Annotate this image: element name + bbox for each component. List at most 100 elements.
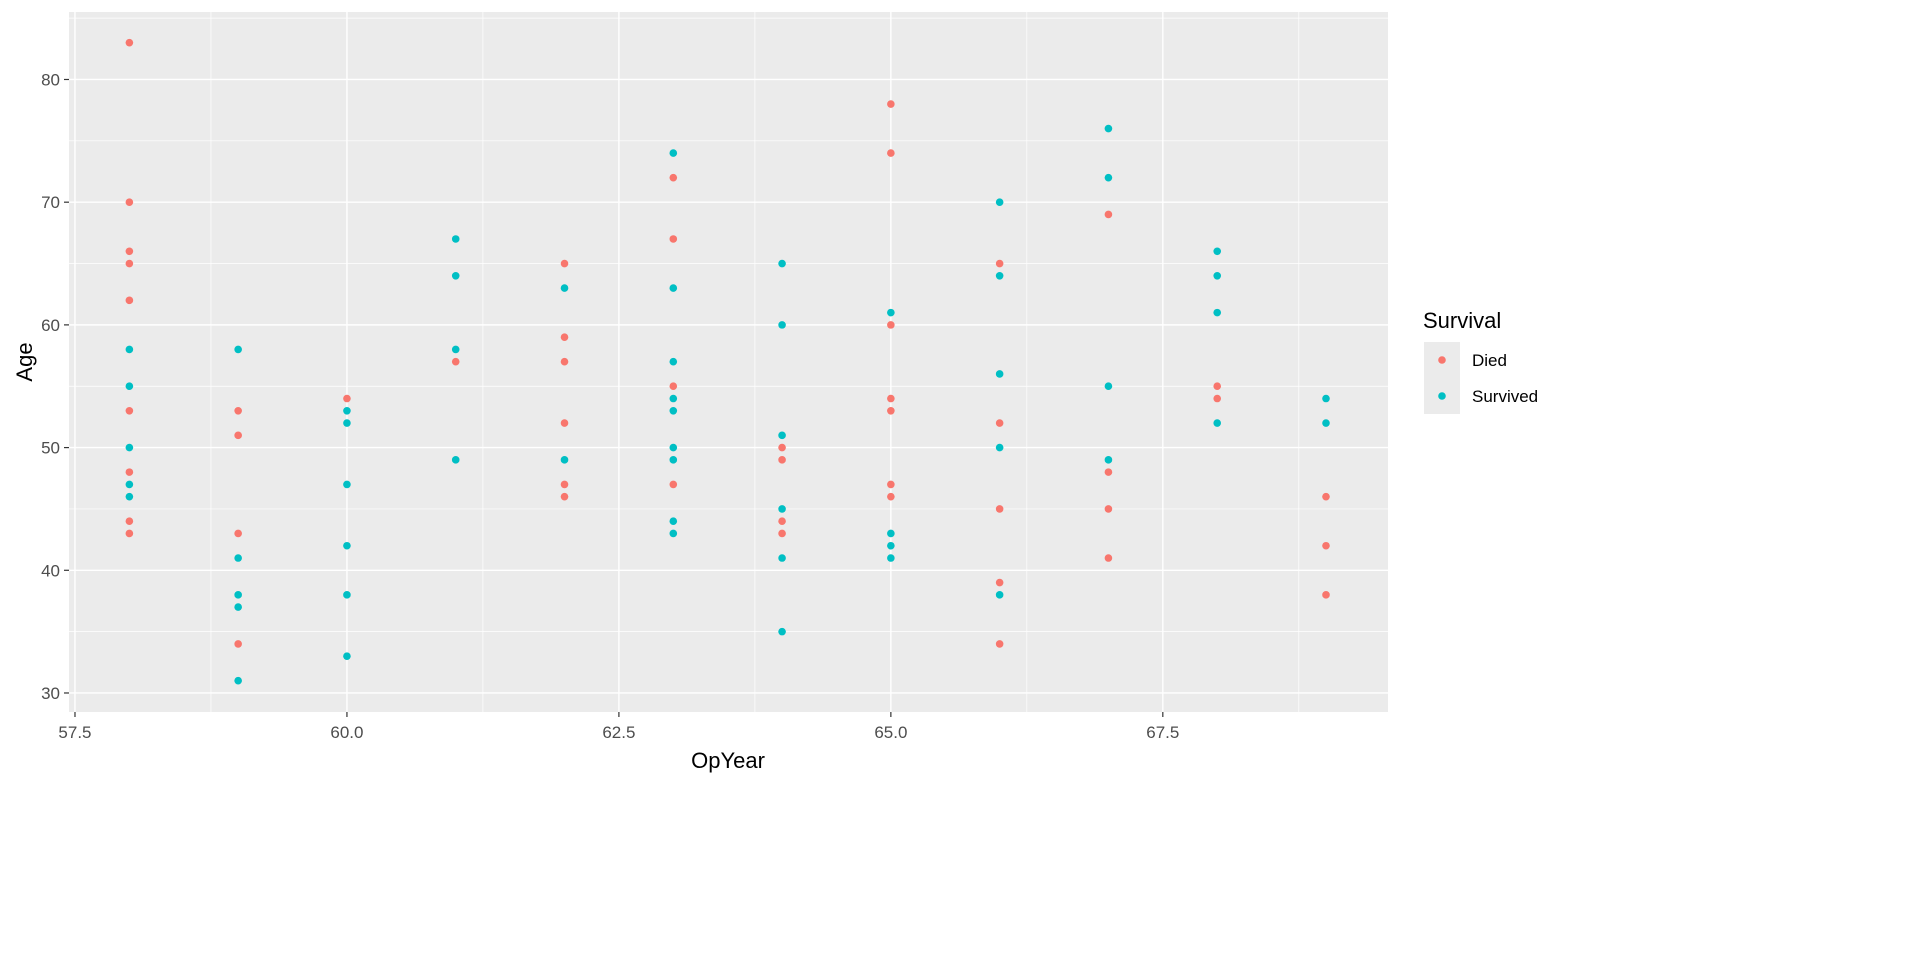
point-died — [669, 235, 678, 243]
y-tick-label: 50 — [41, 439, 60, 458]
point-survived — [669, 529, 678, 538]
legend-key-died-icon — [1438, 356, 1446, 364]
point-survived — [1213, 308, 1222, 317]
x-tick-label: 57.5 — [58, 723, 91, 742]
point-died — [560, 492, 569, 501]
point-survived — [343, 480, 351, 489]
point-survived — [1213, 272, 1222, 280]
x-tick-label: 62.5 — [602, 723, 635, 742]
point-survived — [669, 394, 678, 403]
legend: Survival Died Survived — [1423, 308, 1538, 414]
data-points — [125, 38, 1330, 685]
point-survived — [125, 345, 134, 354]
point-died — [669, 480, 678, 489]
point-survived — [343, 541, 351, 550]
point-died — [560, 259, 569, 268]
point-died — [669, 382, 678, 391]
point-survived — [125, 382, 134, 391]
point-survived — [1322, 419, 1330, 427]
point-survived — [887, 554, 895, 562]
point-died — [125, 198, 134, 206]
point-survived — [234, 603, 242, 611]
point-died — [1104, 468, 1113, 476]
point-died — [778, 517, 786, 526]
point-died — [1322, 541, 1330, 550]
point-died — [560, 357, 569, 366]
point-died — [125, 517, 134, 526]
point-survived — [1104, 173, 1113, 182]
point-died — [125, 296, 134, 305]
point-died — [995, 259, 1004, 268]
point-survived — [234, 554, 242, 562]
y-tick-label: 30 — [41, 684, 60, 703]
point-died — [125, 468, 134, 476]
point-survived — [560, 456, 569, 464]
y-axis-ticks: 30 40 50 60 70 80 — [41, 70, 69, 703]
y-tick-label: 70 — [41, 193, 60, 212]
point-survived — [669, 149, 678, 157]
point-survived — [343, 406, 351, 415]
point-died — [234, 640, 242, 648]
legend-key-survived-icon — [1438, 392, 1446, 400]
point-survived — [887, 308, 895, 317]
point-died — [560, 333, 569, 341]
point-survived — [669, 517, 678, 526]
point-survived — [1104, 382, 1113, 391]
point-survived — [995, 198, 1004, 206]
point-died — [125, 247, 134, 256]
point-survived — [1213, 419, 1222, 427]
y-tick-label: 60 — [41, 316, 60, 335]
point-died — [778, 529, 786, 538]
point-died — [234, 529, 242, 538]
point-survived — [125, 480, 134, 489]
point-died — [234, 406, 242, 415]
point-survived — [451, 345, 460, 354]
gridlines — [69, 12, 1388, 712]
point-died — [887, 149, 895, 157]
x-axis-ticks: 57.5 60.0 62.5 65.0 67.5 — [58, 712, 1179, 742]
point-survived — [125, 443, 134, 452]
point-died — [995, 505, 1004, 513]
point-survived — [234, 591, 242, 599]
point-died — [343, 394, 351, 403]
point-survived — [669, 284, 678, 292]
point-survived — [343, 652, 351, 660]
point-survived — [887, 529, 895, 538]
point-died — [995, 419, 1004, 427]
point-survived — [560, 284, 569, 292]
point-survived — [125, 492, 134, 501]
point-died — [1104, 505, 1113, 513]
point-died — [887, 492, 895, 501]
point-died — [887, 321, 895, 329]
point-survived — [234, 345, 242, 354]
point-died — [1213, 394, 1222, 403]
point-survived — [778, 431, 786, 440]
point-died — [234, 431, 242, 440]
point-survived — [343, 419, 351, 427]
point-survived — [669, 406, 678, 415]
legend-label: Survived — [1472, 387, 1538, 406]
point-died — [995, 640, 1004, 648]
x-tick-label: 65.0 — [874, 723, 907, 742]
point-survived — [1104, 124, 1113, 133]
point-died — [125, 38, 134, 47]
point-survived — [669, 456, 678, 464]
point-died — [451, 357, 460, 366]
y-tick-label: 40 — [41, 561, 60, 580]
point-died — [1322, 591, 1330, 599]
point-survived — [669, 443, 678, 452]
point-died — [887, 480, 895, 489]
point-died — [560, 480, 569, 489]
point-survived — [1213, 247, 1222, 256]
point-survived — [778, 627, 786, 636]
point-survived — [887, 541, 895, 550]
point-died — [125, 406, 134, 415]
legend-label: Died — [1472, 351, 1507, 370]
point-died — [995, 578, 1004, 587]
point-died — [887, 100, 895, 108]
point-died — [778, 443, 786, 452]
point-survived — [995, 443, 1004, 452]
plot-panel — [69, 12, 1388, 712]
point-died — [887, 394, 895, 403]
